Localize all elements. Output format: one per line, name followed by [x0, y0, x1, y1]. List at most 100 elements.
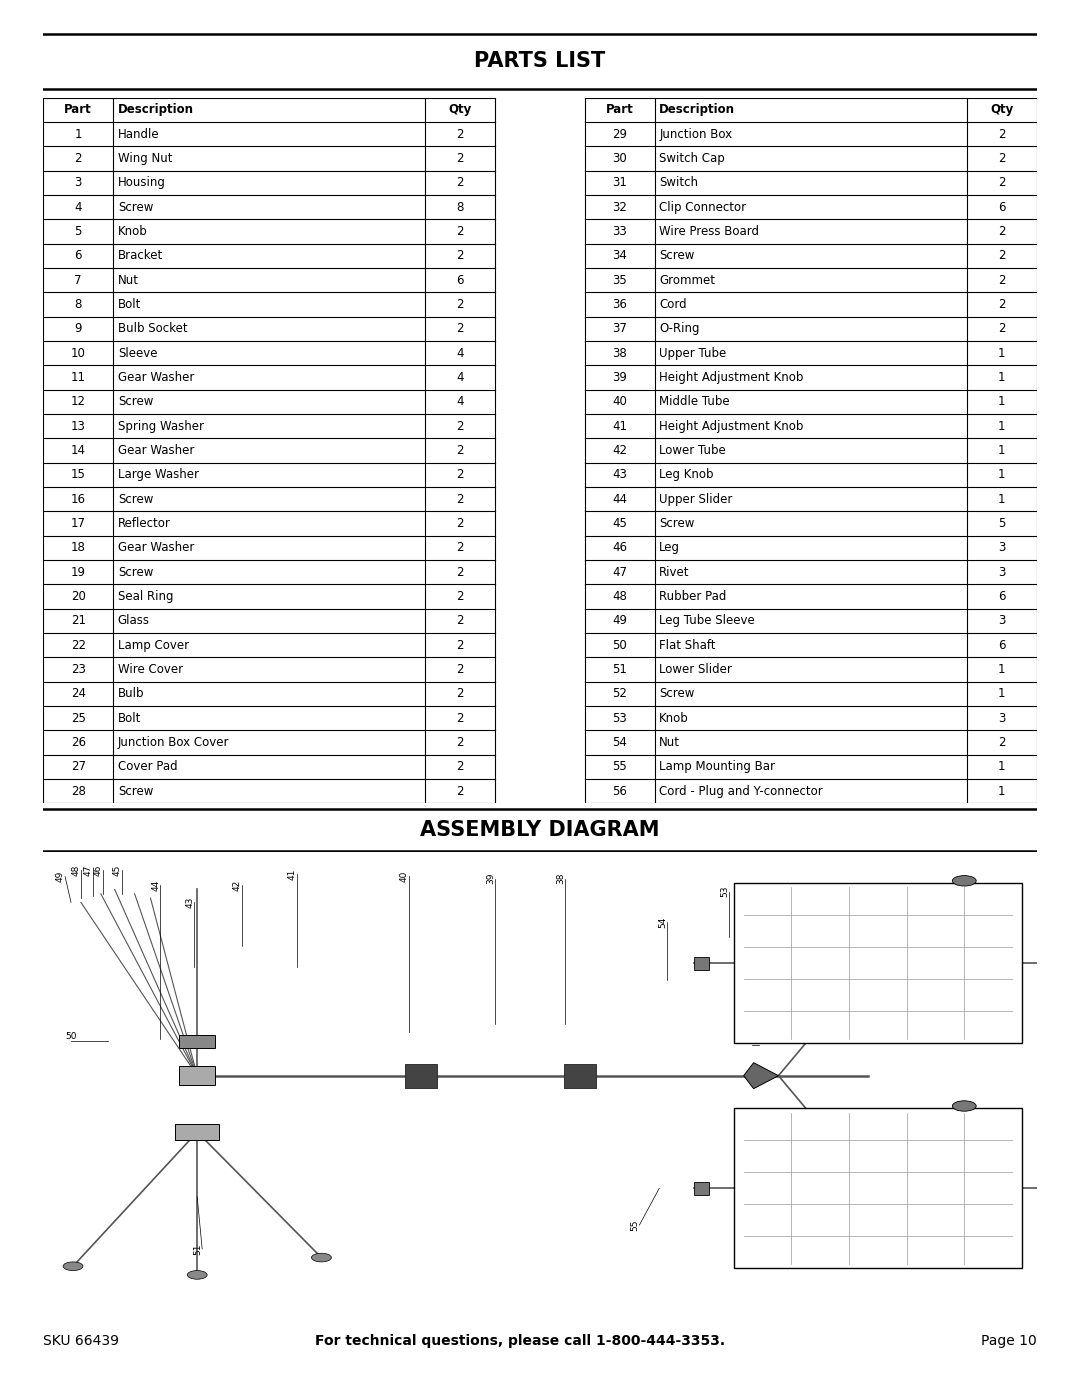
Text: Gear Washer: Gear Washer [118, 444, 194, 457]
Text: Wire Cover: Wire Cover [118, 664, 183, 676]
Text: Screw: Screw [659, 250, 694, 263]
Text: Knob: Knob [659, 711, 689, 725]
Text: 6: 6 [998, 201, 1005, 214]
Text: 19: 19 [70, 566, 85, 578]
Text: 2: 2 [457, 419, 464, 433]
Bar [175, 1125, 219, 1140]
Text: 2: 2 [457, 152, 464, 165]
Text: 2: 2 [75, 152, 82, 165]
Text: 1: 1 [998, 493, 1005, 506]
Text: 35: 35 [612, 274, 627, 286]
Text: 6: 6 [457, 274, 464, 286]
Text: Lower Slider: Lower Slider [659, 664, 732, 676]
Text: 2: 2 [998, 152, 1005, 165]
Text: 51: 51 [193, 1243, 202, 1255]
Text: 54: 54 [658, 916, 667, 928]
Text: 9: 9 [75, 323, 82, 335]
Text: 47: 47 [84, 865, 93, 876]
Text: Junction Box: Junction Box [659, 127, 732, 141]
Text: Bolt: Bolt [118, 298, 141, 312]
Text: 11: 11 [70, 372, 85, 384]
Text: 53: 53 [719, 886, 729, 897]
Text: Lamp Mounting Bar: Lamp Mounting Bar [659, 760, 775, 774]
Text: Description: Description [118, 103, 193, 116]
Text: 27: 27 [70, 760, 85, 774]
Text: 6: 6 [75, 250, 82, 263]
Text: 2: 2 [457, 638, 464, 651]
Text: 3: 3 [75, 176, 82, 190]
Text: Middle Tube: Middle Tube [659, 395, 730, 408]
Text: 55: 55 [612, 760, 627, 774]
Text: 44: 44 [151, 880, 161, 891]
Text: 40: 40 [612, 395, 627, 408]
Text: 56: 56 [746, 1037, 757, 1045]
Text: Flat Shaft: Flat Shaft [659, 638, 716, 651]
Text: 37: 37 [612, 323, 627, 335]
Text: 48: 48 [72, 865, 81, 876]
Text: 50: 50 [65, 1032, 77, 1041]
Text: Height Adjustment Knob: Height Adjustment Knob [659, 419, 804, 433]
Text: 2: 2 [998, 176, 1005, 190]
Text: Screw: Screw [118, 395, 153, 408]
Text: 29: 29 [612, 127, 627, 141]
Text: O-Ring: O-Ring [659, 323, 700, 335]
Text: Handle: Handle [118, 127, 160, 141]
Text: Upper Slider: Upper Slider [659, 493, 732, 506]
Text: 1: 1 [998, 760, 1005, 774]
Text: 1: 1 [998, 346, 1005, 359]
Text: 38: 38 [612, 346, 627, 359]
Text: 2: 2 [457, 517, 464, 529]
Bar [564, 1063, 596, 1088]
Text: Knob: Knob [118, 225, 148, 237]
Text: 2: 2 [457, 785, 464, 798]
Text: 2: 2 [457, 298, 464, 312]
Text: 2: 2 [998, 250, 1005, 263]
Text: Description: Description [659, 103, 735, 116]
Text: Upper Tube: Upper Tube [659, 346, 727, 359]
Text: 24: 24 [70, 687, 85, 700]
Text: 15: 15 [71, 468, 85, 482]
Text: Wire Press Board: Wire Press Board [659, 225, 759, 237]
Text: 40: 40 [400, 870, 409, 882]
Text: Rivet: Rivet [659, 566, 690, 578]
Circle shape [63, 1261, 83, 1271]
Text: 1: 1 [998, 395, 1005, 408]
Text: Gear Washer: Gear Washer [118, 372, 194, 384]
Text: 20: 20 [71, 590, 85, 604]
Text: Screw: Screw [118, 201, 153, 214]
Text: 2: 2 [998, 127, 1005, 141]
Text: 28: 28 [71, 785, 85, 798]
Text: Housing: Housing [118, 176, 165, 190]
Polygon shape [744, 1063, 779, 1088]
Text: 12: 12 [70, 395, 85, 408]
Text: 1: 1 [998, 785, 1005, 798]
Text: Gear Washer: Gear Washer [118, 542, 194, 555]
Text: 55: 55 [631, 1220, 639, 1231]
Text: 2: 2 [998, 274, 1005, 286]
Text: 34: 34 [612, 250, 627, 263]
Text: 47: 47 [612, 566, 627, 578]
Text: 2: 2 [998, 736, 1005, 749]
Text: Sleeve: Sleeve [118, 346, 158, 359]
Text: 2: 2 [998, 298, 1005, 312]
Text: 2: 2 [457, 493, 464, 506]
Text: 53: 53 [612, 711, 627, 725]
Text: 31: 31 [612, 176, 627, 190]
Text: Cord: Cord [659, 298, 687, 312]
Text: 2: 2 [457, 590, 464, 604]
Text: ASSEMBLY DIAGRAM: ASSEMBLY DIAGRAM [420, 820, 660, 840]
Text: 41: 41 [287, 869, 297, 880]
Text: 1: 1 [75, 127, 82, 141]
Text: 1: 1 [998, 664, 1005, 676]
Text: 32: 32 [612, 201, 627, 214]
Text: Large Washer: Large Washer [118, 468, 199, 482]
Text: Cord - Plug and Y-connector: Cord - Plug and Y-connector [659, 785, 823, 798]
Text: Bracket: Bracket [118, 250, 163, 263]
Text: Qty: Qty [448, 103, 472, 116]
Text: 33: 33 [612, 225, 627, 237]
Bar [733, 883, 1022, 1044]
Text: 2: 2 [998, 225, 1005, 237]
Text: Leg Knob: Leg Knob [659, 468, 714, 482]
Text: Switch Cap: Switch Cap [659, 152, 725, 165]
Text: 36: 36 [612, 298, 627, 312]
